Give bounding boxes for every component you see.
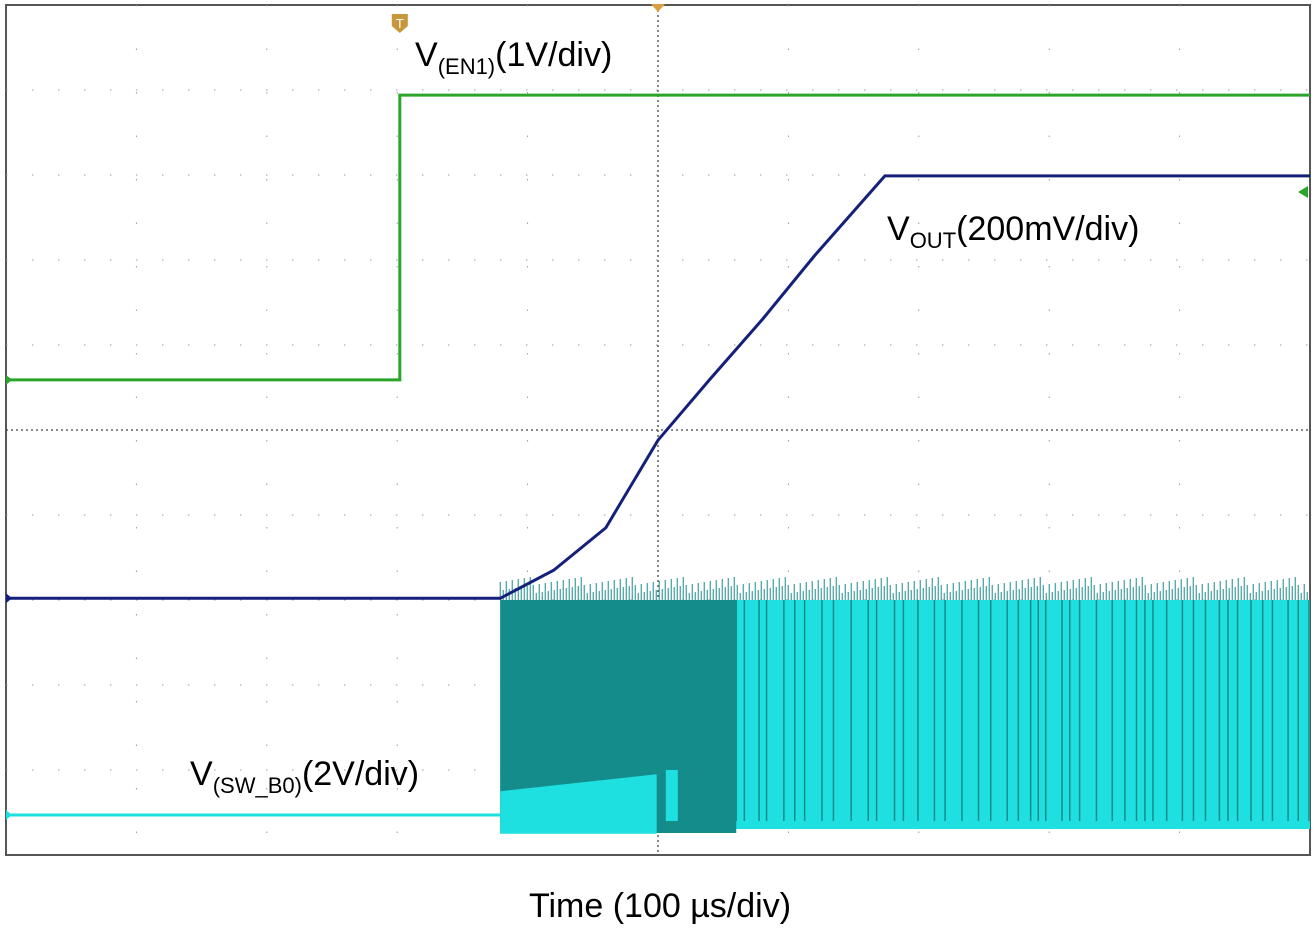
- series-label-sw: V(SW_B0)(2V/div): [190, 755, 419, 798]
- ch-offset-arrow-icon: [1298, 186, 1308, 198]
- channel-ground-marker-icon: [6, 810, 12, 821]
- time-position-marker-icon: [651, 4, 665, 12]
- series-label-en1: V(EN1)(1V/div): [415, 36, 612, 79]
- markers: T: [6, 4, 1308, 821]
- trigger-marker-label: T: [396, 16, 404, 31]
- channel-ground-marker-icon: [6, 374, 12, 385]
- traces: [6, 93, 1310, 834]
- trace-en1: [6, 93, 1310, 382]
- x-axis-label: Time (100 µs/div): [529, 887, 791, 925]
- sw-ramp: [500, 774, 657, 834]
- channel-ground-marker-icon: [6, 593, 12, 604]
- sw-pulse: [665, 770, 678, 821]
- trigger-marker-icon: [391, 14, 408, 33]
- series-label-vout: VOUT(200mV/div): [887, 210, 1139, 253]
- trace-vout: [6, 174, 1310, 600]
